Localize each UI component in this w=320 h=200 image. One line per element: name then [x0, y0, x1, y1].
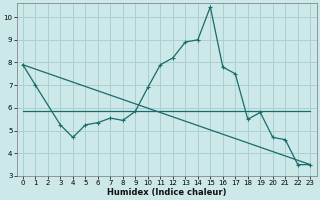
X-axis label: Humidex (Indice chaleur): Humidex (Indice chaleur)	[107, 188, 226, 197]
